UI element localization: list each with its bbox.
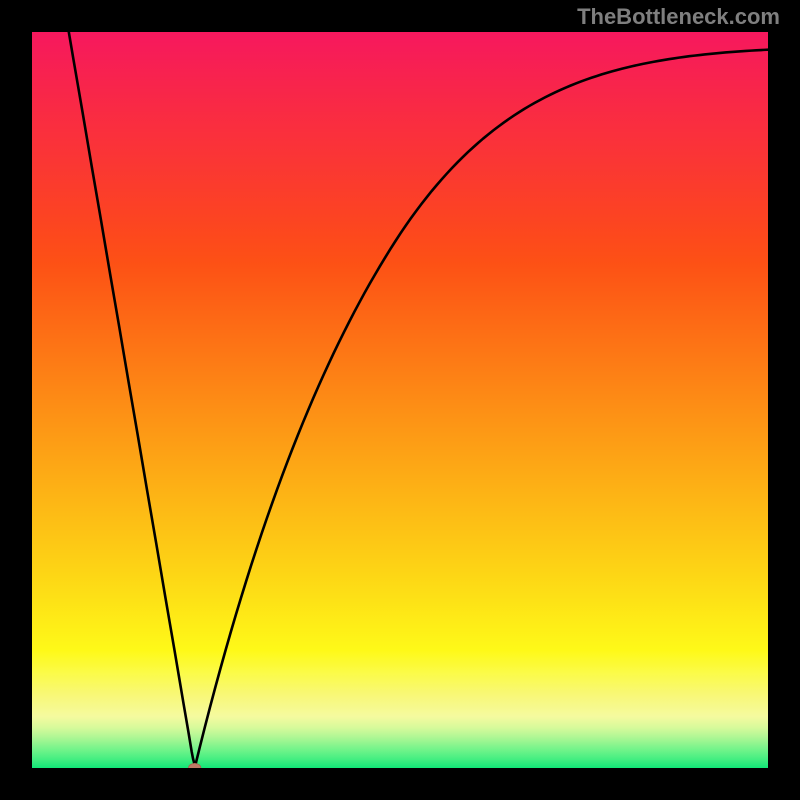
plot-area — [32, 32, 768, 768]
watermark-text: TheBottleneck.com — [577, 4, 780, 30]
gradient-background — [32, 32, 768, 768]
chart-stage: TheBottleneck.com — [0, 0, 800, 800]
plot-svg — [32, 32, 768, 768]
